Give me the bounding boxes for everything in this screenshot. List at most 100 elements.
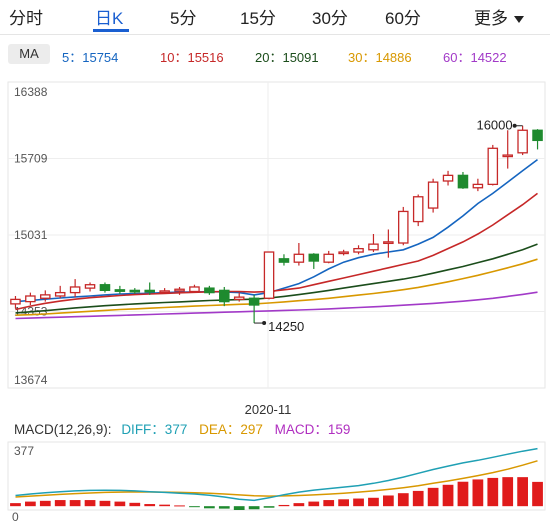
macd-bar bbox=[472, 479, 484, 507]
ma-badge[interactable]: MA bbox=[8, 44, 50, 64]
candlestick bbox=[517, 125, 528, 156]
candlestick bbox=[159, 288, 170, 294]
macd-bar bbox=[427, 487, 439, 507]
candlestick bbox=[338, 249, 349, 256]
candle-body bbox=[219, 289, 230, 303]
macd-bar bbox=[174, 505, 185, 507]
candle-body bbox=[353, 247, 364, 253]
candlestick bbox=[532, 129, 543, 150]
macd-bar bbox=[10, 503, 21, 507]
candle-body bbox=[174, 288, 185, 292]
period-tabs: 分时 日K 5分 15分 30分 60分 更多 bbox=[0, 0, 550, 35]
candlestick bbox=[69, 279, 81, 298]
candlestick bbox=[10, 295, 21, 309]
tab-more[interactable]: 更多 bbox=[474, 4, 524, 29]
price-tick-label: 15031 bbox=[14, 228, 48, 242]
candle-body bbox=[114, 289, 126, 292]
macd-bar bbox=[338, 499, 349, 507]
macd-legend: MACD(12,26,9): DIFF：377 DEA：297 MACD：159 bbox=[14, 422, 350, 437]
candle-body bbox=[412, 196, 424, 223]
macd-params: MACD(12,26,9): bbox=[14, 422, 112, 437]
candlestick bbox=[233, 292, 245, 302]
candlestick bbox=[40, 290, 51, 302]
candlestick bbox=[144, 282, 155, 295]
macd-bar bbox=[99, 500, 111, 507]
macd-value: MACD：159 bbox=[275, 422, 351, 437]
macd-bar bbox=[457, 481, 469, 507]
candlestick bbox=[472, 178, 484, 192]
annotation-high: 16000 bbox=[476, 118, 512, 133]
candlestick bbox=[263, 251, 275, 300]
candle-body bbox=[144, 289, 155, 293]
macd-bar bbox=[487, 477, 499, 507]
ma30-value: 30：14886 bbox=[348, 50, 412, 65]
chart-grid bbox=[7, 81, 546, 511]
macd-bar bbox=[248, 506, 260, 510]
price-tick-label: 16388 bbox=[14, 85, 48, 99]
candle-body bbox=[457, 174, 469, 189]
candlestick bbox=[383, 229, 394, 258]
macd-frame bbox=[7, 441, 546, 511]
candle-body bbox=[398, 210, 409, 244]
candlestick bbox=[308, 253, 320, 269]
candle-body bbox=[487, 147, 499, 186]
macd-bar bbox=[517, 477, 528, 507]
price-tick-label: 15709 bbox=[14, 152, 48, 166]
tab-intraday[interactable]: 分时 bbox=[9, 9, 43, 28]
macd-bar bbox=[323, 500, 335, 507]
macd-bar bbox=[84, 500, 96, 507]
tab-5min[interactable]: 5分 bbox=[170, 9, 197, 28]
macd-bar bbox=[383, 495, 394, 507]
macd-bar bbox=[442, 484, 454, 507]
macd-bar bbox=[129, 502, 141, 507]
macd-bar bbox=[263, 506, 275, 508]
tab-30min[interactable]: 30分 bbox=[312, 9, 348, 28]
ma10-value: 10：15516 bbox=[160, 50, 224, 65]
candlestick bbox=[442, 170, 454, 186]
tab-60min[interactable]: 60分 bbox=[385, 9, 421, 28]
macd-bar bbox=[412, 490, 424, 507]
macd-bar bbox=[25, 501, 36, 507]
candlestick bbox=[129, 288, 141, 294]
candle-body bbox=[293, 253, 305, 263]
candle-body bbox=[517, 129, 528, 154]
candle-body bbox=[472, 183, 484, 189]
chevron-down-icon bbox=[514, 16, 524, 24]
tab-daily-k[interactable]: 日K bbox=[95, 9, 124, 28]
macd-bar bbox=[397, 493, 409, 507]
candle-body bbox=[40, 294, 51, 299]
candle-body bbox=[204, 287, 215, 294]
macd-bar bbox=[144, 504, 156, 507]
candle-body bbox=[159, 290, 170, 294]
macd-bar bbox=[278, 504, 290, 507]
diff-line bbox=[15, 447, 538, 502]
ma5-value: 5：15754 bbox=[62, 50, 119, 65]
candle-body bbox=[278, 258, 290, 263]
candle-body bbox=[323, 253, 334, 263]
candlestick bbox=[502, 130, 513, 169]
candlestick bbox=[219, 286, 230, 307]
candlestick bbox=[84, 282, 96, 292]
macd-bar bbox=[293, 503, 305, 507]
ma-line-ma30 bbox=[15, 258, 538, 316]
ma-line-ma20 bbox=[15, 243, 538, 314]
candlestick bbox=[427, 178, 439, 213]
annotation-low: 14250 bbox=[268, 319, 304, 334]
candlestick bbox=[25, 292, 36, 306]
candle-body bbox=[10, 298, 21, 305]
candle-body bbox=[338, 251, 349, 255]
ma60-value: 60：14522 bbox=[443, 50, 507, 65]
macd-axis: 377 0 bbox=[12, 444, 34, 523]
candlestick bbox=[174, 286, 185, 295]
candlestick bbox=[293, 243, 305, 266]
candlestick bbox=[278, 254, 290, 266]
ma-line-ma10 bbox=[15, 192, 538, 311]
ma-legend: MA 5：15754 10：15516 20：15091 30：14886 60… bbox=[0, 42, 550, 66]
macd-legend-text: MACD(12,26,9): DIFF：377 DEA：297 MACD：159 bbox=[14, 422, 350, 437]
tab-15min[interactable]: 15分 bbox=[240, 9, 276, 28]
candle-body bbox=[129, 289, 141, 293]
candle-body bbox=[233, 296, 245, 301]
candlesticks bbox=[10, 125, 543, 324]
